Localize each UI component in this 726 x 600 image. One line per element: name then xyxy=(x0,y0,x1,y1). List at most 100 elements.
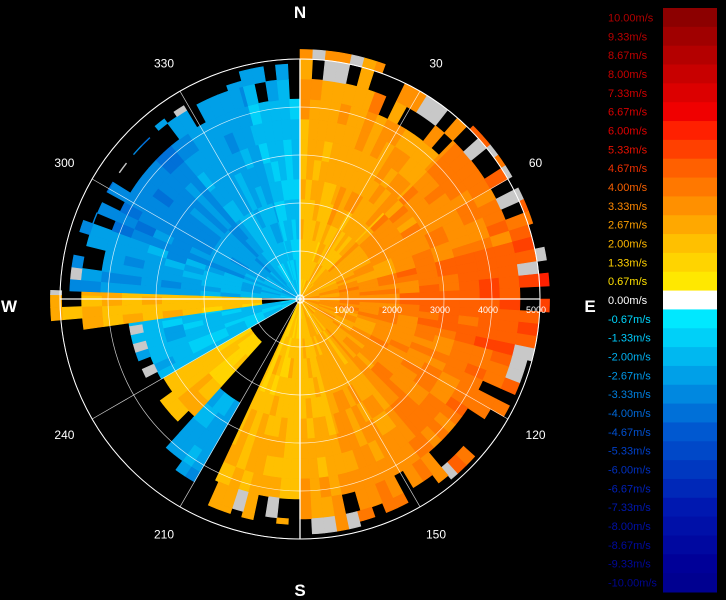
velocity-gate xyxy=(479,288,501,300)
colorbar-label: -4.67m/s xyxy=(608,427,651,439)
velocity-gate xyxy=(356,66,375,91)
colorbar-swatch xyxy=(663,102,717,122)
velocity-gate xyxy=(82,315,104,330)
velocity-gate xyxy=(309,477,322,500)
velocity-gate xyxy=(70,266,83,281)
velocity-gate xyxy=(458,279,481,291)
velocity-gate xyxy=(368,91,387,116)
velocity-gate xyxy=(467,398,491,420)
velocity-gate xyxy=(334,61,351,85)
velocity-gate xyxy=(250,66,266,85)
colorbar-swatch xyxy=(663,252,717,273)
velocity-gate xyxy=(132,145,143,156)
velocity-gate xyxy=(159,391,178,409)
colorbar-label: 6.67m/s xyxy=(608,107,648,119)
colorbar-label: 9.33m/s xyxy=(608,31,648,43)
colorbar-label: 0.67m/s xyxy=(608,276,648,288)
colorbar-swatch xyxy=(663,554,717,574)
colorbar-swatch xyxy=(663,290,717,310)
colorbar-label: 7.33m/s xyxy=(608,88,648,100)
velocity-gate xyxy=(69,278,82,292)
velocity-gate xyxy=(81,294,103,307)
colorbar-label: 4.00m/s xyxy=(608,182,648,194)
velocity-gate xyxy=(299,118,310,140)
colorbar-swatch xyxy=(663,64,717,84)
colorbar-swatch xyxy=(663,234,717,254)
colorbar-swatch xyxy=(663,422,717,442)
colorbar-label: -3.33m/s xyxy=(608,389,651,401)
velocity-gate xyxy=(79,279,102,293)
bearing-spoke xyxy=(91,298,301,420)
colorbar-label: 2.00m/s xyxy=(608,238,648,250)
velocity-gate xyxy=(299,138,309,160)
compass-south-label: S xyxy=(294,581,305,600)
polar-grid: 1000 2000 3000 4000 5000 30 60 120 150 210 240 300 3… xyxy=(54,56,546,541)
colorbar-label: 0.00m/s xyxy=(608,295,648,307)
velocity-gate xyxy=(312,49,327,61)
velocity-sector xyxy=(299,298,528,480)
colorbar-swatch xyxy=(663,516,717,536)
velocity-sector xyxy=(299,49,386,300)
colorbar-label: 8.67m/s xyxy=(608,50,648,62)
colorbar-swatch xyxy=(663,158,717,179)
velocity-gate xyxy=(278,98,291,121)
velocity-gate xyxy=(276,78,290,101)
velocity-gate xyxy=(382,497,398,514)
range-tick-label: 5000 xyxy=(526,305,546,315)
velocity-sector xyxy=(159,327,262,422)
velocity-gate xyxy=(293,178,301,200)
velocity-gate xyxy=(439,290,461,300)
velocity-gate xyxy=(79,219,94,236)
velocity-gate xyxy=(201,296,222,303)
velocity-gate xyxy=(61,306,83,321)
colorbar-swatch xyxy=(663,271,717,292)
velocity-gate xyxy=(299,458,310,480)
velocity-gate xyxy=(299,398,307,420)
velocity-gate xyxy=(101,295,123,307)
velocity-sector xyxy=(299,82,468,300)
colorbar-swatch xyxy=(663,26,717,47)
colorbar-swatch xyxy=(663,441,717,461)
colorbar-label: -6.67m/s xyxy=(608,483,651,495)
velocity-gate xyxy=(311,517,325,535)
velocity-gate xyxy=(280,118,292,141)
bearing-spoke xyxy=(91,178,301,300)
velocity-gate xyxy=(154,118,169,131)
colorbar-label: -8.00m/s xyxy=(608,521,651,533)
colorbar-label: -10.00m/s xyxy=(608,578,657,590)
velocity-sector xyxy=(207,298,301,525)
colorbar-swatch xyxy=(663,215,717,235)
colorbar-label: 6.00m/s xyxy=(608,125,648,137)
velocity-gate xyxy=(291,438,301,460)
velocity-gate xyxy=(498,275,521,289)
velocity-gate xyxy=(291,138,301,160)
bearing-tick-label: 120 xyxy=(526,428,546,442)
velocity-gate xyxy=(402,464,424,488)
colorbar-swatch xyxy=(663,384,717,405)
colorbar-label: 5.33m/s xyxy=(608,144,648,156)
velocity-gate xyxy=(518,273,540,288)
velocity-gate xyxy=(299,98,311,120)
colorbar-swatch xyxy=(663,535,717,555)
velocity-gate xyxy=(299,478,311,500)
velocity-gate xyxy=(102,314,124,327)
velocity-gate xyxy=(399,292,421,300)
colorbar-label: -1.33m/s xyxy=(608,333,651,345)
velocity-gate xyxy=(459,298,481,309)
compass-west-label: W xyxy=(1,297,18,316)
velocity-gate xyxy=(419,291,441,300)
bearing-spoke xyxy=(299,298,509,420)
colorbar-label: -4.00m/s xyxy=(608,408,651,420)
velocity-gate xyxy=(289,478,301,500)
velocity-gate xyxy=(322,515,338,534)
velocity-sector xyxy=(165,387,241,483)
colorbar-label: -0.67m/s xyxy=(608,314,651,326)
velocity-gate xyxy=(161,296,182,305)
velocity-gate xyxy=(276,517,289,525)
colorbar-swatch xyxy=(663,478,717,499)
colorbar-label: 1.33m/s xyxy=(608,257,648,269)
velocity-gate xyxy=(538,272,550,287)
colorbar-label: -6.00m/s xyxy=(608,465,651,477)
bearing-tick-label: 240 xyxy=(54,428,74,442)
velocity-gate xyxy=(299,58,313,80)
